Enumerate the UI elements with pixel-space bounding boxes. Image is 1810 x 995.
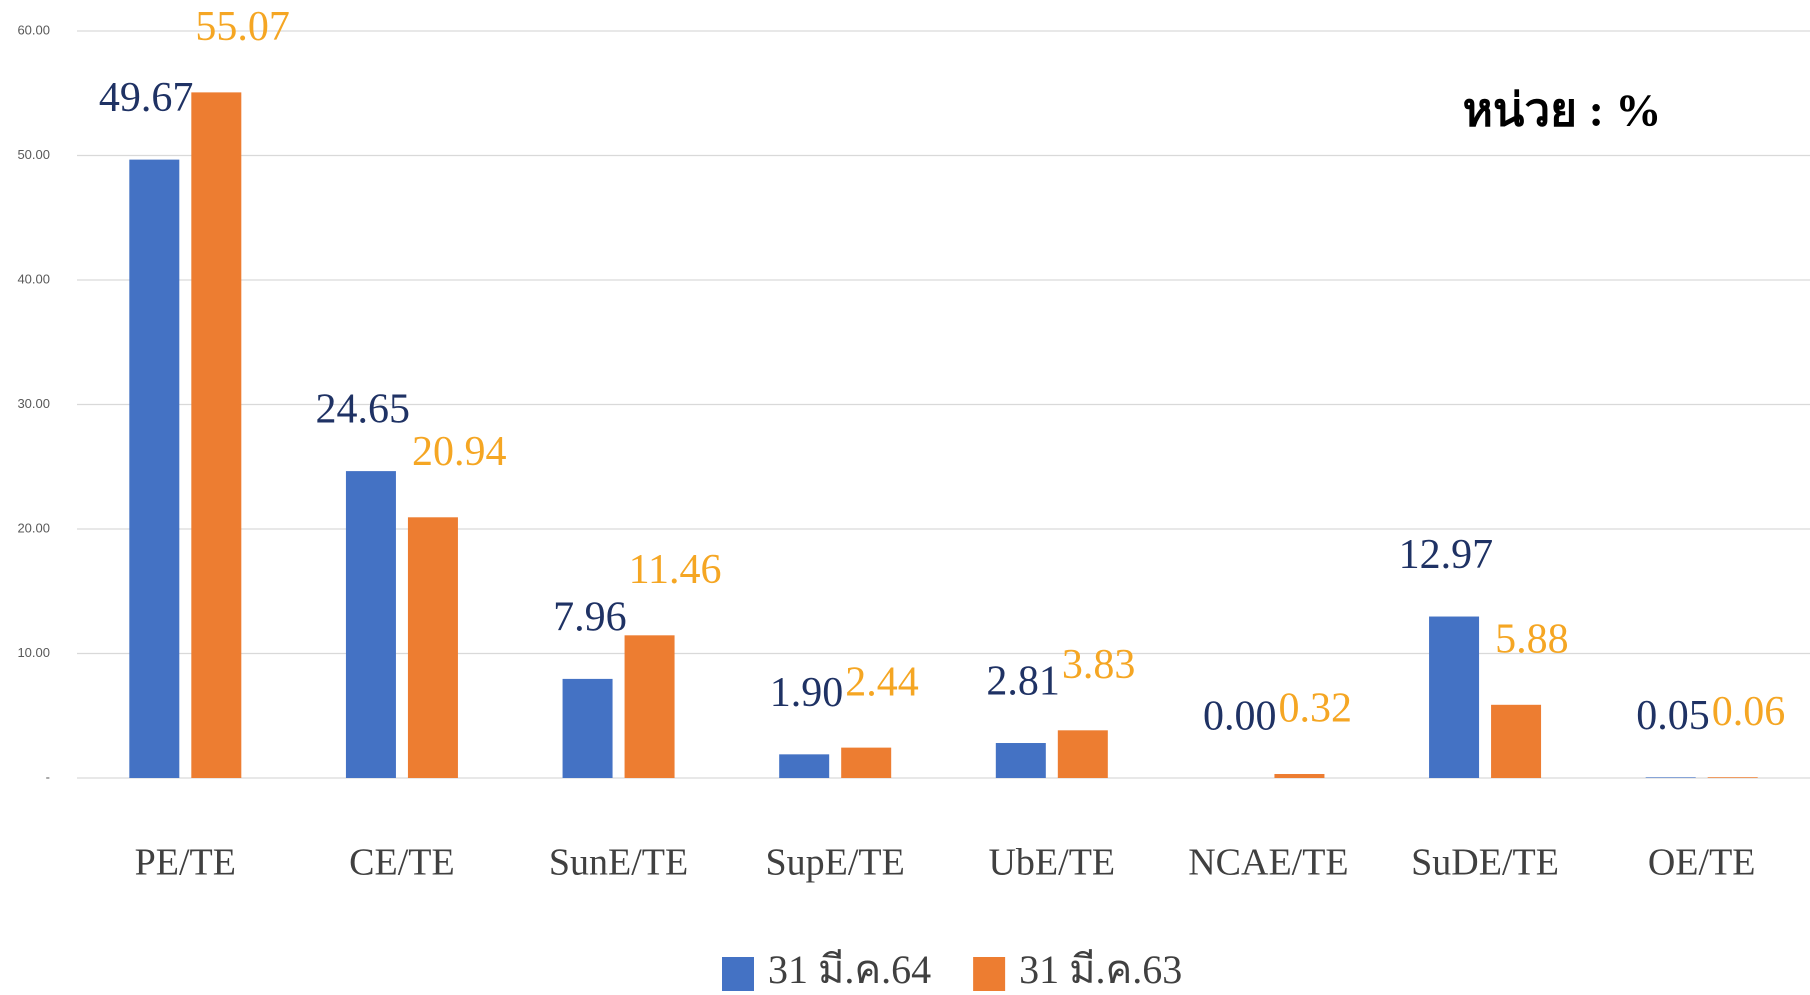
value-label: 0.32 — [1278, 686, 1352, 732]
value-label: 7.96 — [553, 595, 627, 641]
x-tick-label: SunE/TE — [549, 842, 688, 884]
value-label: 20.94 — [412, 429, 507, 475]
bar — [841, 747, 892, 778]
value-label: 0.06 — [1712, 689, 1786, 735]
x-tick-label: NCAE/TE — [1188, 842, 1348, 884]
legend-swatch — [722, 957, 754, 991]
y-tick-label: 50.00 — [17, 147, 50, 162]
bar — [1707, 777, 1758, 778]
value-label: 24.65 — [315, 387, 410, 433]
bar — [1057, 730, 1108, 778]
x-tick-label: UbE/TE — [988, 842, 1115, 884]
value-label: 0.05 — [1636, 693, 1710, 739]
y-tick-label: 30.00 — [17, 396, 50, 411]
value-label: 55.07 — [195, 4, 290, 50]
y-tick-label: - — [46, 769, 50, 784]
value-label: 2.81 — [986, 659, 1060, 705]
bar — [407, 517, 458, 778]
bar — [129, 159, 180, 778]
x-tick-label: SupE/TE — [766, 842, 905, 884]
value-label: 3.83 — [1062, 642, 1136, 688]
bar — [779, 754, 830, 778]
y-tick-label: 10.00 — [17, 645, 50, 660]
value-label: 1.90 — [770, 670, 844, 716]
bar — [1645, 777, 1696, 778]
y-tick-label: 40.00 — [17, 271, 50, 286]
x-tick-label: SuDE/TE — [1411, 842, 1559, 884]
value-label: 5.88 — [1495, 616, 1569, 662]
bar — [624, 635, 675, 778]
legend-swatch — [973, 957, 1006, 991]
y-tick-label: 20.00 — [17, 520, 50, 535]
bar — [1429, 616, 1480, 778]
bar — [995, 743, 1046, 778]
bar — [1491, 704, 1542, 778]
bar — [562, 678, 613, 778]
value-label: 49.67 — [99, 75, 194, 121]
x-tick-label: CE/TE — [349, 842, 455, 884]
x-tick-label: OE/TE — [1648, 842, 1756, 884]
bar — [191, 92, 242, 779]
legend-label: 31 มี.ค.63 — [1019, 947, 1182, 992]
bar — [345, 471, 396, 778]
value-label: 11.46 — [629, 547, 722, 593]
value-label: 12.97 — [1399, 532, 1494, 578]
value-label: 2.44 — [845, 659, 919, 705]
bar — [1274, 774, 1325, 778]
unit-annotation: หน่วย : % — [1463, 85, 1662, 136]
x-tick-label: PE/TE — [135, 842, 236, 884]
legend-label: 31 มี.ค.64 — [768, 947, 931, 992]
y-tick-label: 60.00 — [17, 22, 50, 37]
value-label: 0.00 — [1203, 694, 1277, 740]
